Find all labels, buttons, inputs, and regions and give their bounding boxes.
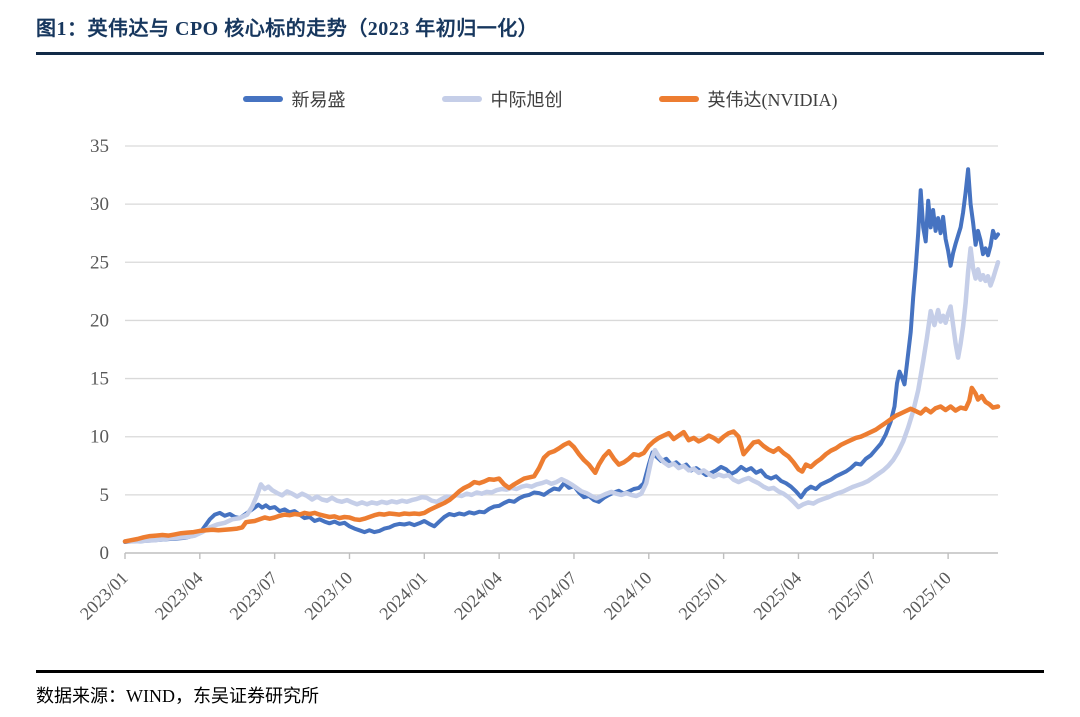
x-tick-label-2024/01: 2024/01 <box>375 568 431 624</box>
x-tick-label-2025/01: 2025/01 <box>675 568 731 624</box>
legend-item-zjxc: 中际旭创 <box>441 86 563 112</box>
footer-divider <box>36 670 1044 673</box>
series-line-0 <box>123 167 1000 544</box>
x-tick-label-2023/07: 2023/07 <box>226 568 282 624</box>
legend-label-xys: 新易盛 <box>291 90 346 110</box>
legend-swatch-zjxc <box>441 96 482 102</box>
legend-item-nvda: 英伟达(NVIDIA) <box>658 86 838 112</box>
series-line-2 <box>122 385 1001 544</box>
figure-title: 图1：英伟达与 CPO 核心标的走势（2023 年初归一化） <box>36 18 539 40</box>
x-tick-label-2025/10: 2025/10 <box>899 568 955 624</box>
y-tick-label-10: 10 <box>90 427 109 448</box>
x-tick-label-2023/01: 2023/01 <box>76 568 132 624</box>
x-tick-label-2025/04: 2025/04 <box>749 568 805 624</box>
legend-label-zjxc: 中际旭创 <box>490 90 563 110</box>
y-tick-label-20: 20 <box>90 310 109 331</box>
chart-legend: 新易盛 中际旭创 英伟达(NVIDIA) <box>0 86 1080 112</box>
series-line-1 <box>122 246 1001 544</box>
y-tick-label-5: 5 <box>100 485 110 506</box>
data-source: 数据来源：WIND，东吴证券研究所 <box>36 686 319 706</box>
title-divider <box>36 52 1044 55</box>
legend-swatch-xys <box>242 96 283 102</box>
legend-swatch-nvda <box>658 96 699 102</box>
x-tick-label-2024/10: 2024/10 <box>600 568 656 624</box>
x-tick-label-2023/10: 2023/10 <box>300 568 356 624</box>
y-tick-label-15: 15 <box>90 369 109 390</box>
x-tick-label-2024/04: 2024/04 <box>450 568 506 624</box>
x-tick-label-2025/07: 2025/07 <box>824 568 880 624</box>
y-tick-label-0: 0 <box>100 543 110 564</box>
y-tick-label-35: 35 <box>90 136 109 157</box>
legend-item-xys: 新易盛 <box>242 86 346 112</box>
legend-label-nvda: 英伟达(NVIDIA) <box>707 90 838 110</box>
y-tick-label-30: 30 <box>90 194 109 215</box>
x-tick-label-2024/07: 2024/07 <box>525 568 581 624</box>
x-tick-label-2023/04: 2023/04 <box>151 568 207 624</box>
y-tick-label-25: 25 <box>90 252 109 273</box>
